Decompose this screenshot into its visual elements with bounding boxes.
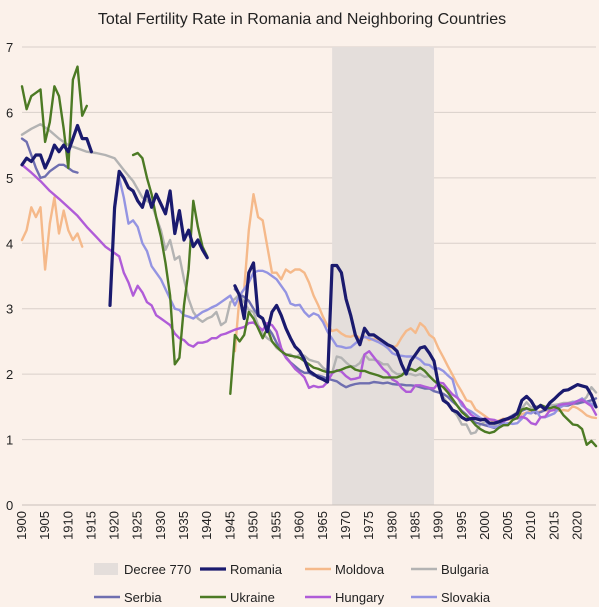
x-tick-label-1955: 1955 [269, 511, 284, 540]
x-tick-label-2020: 2020 [569, 511, 584, 540]
series-line-romania-segment-1 [20, 123, 93, 170]
y-tick-label-1: 1 [6, 433, 13, 448]
y-tick-label-5: 5 [6, 171, 13, 186]
legend-label-hungary: Hungary [335, 590, 385, 605]
x-tick-label-1935: 1935 [176, 511, 191, 540]
plot-area: 0 1 2 3 4 5 6 7 1900 1905 1910 1915 1920 1925 1930 1935… [6, 40, 598, 540]
x-tick-label-1900: 1900 [14, 511, 29, 540]
y-tick-label-6: 6 [6, 105, 13, 120]
series-line-moldova-segment-1 [20, 196, 84, 271]
x-tick-label-1990: 1990 [431, 511, 446, 540]
legend-label-bulgaria: Bulgaria [441, 562, 489, 577]
series-line-ukraine-segment-2 [131, 151, 209, 366]
x-tick-label-1970: 1970 [338, 511, 353, 540]
x-tick-label-1960: 1960 [292, 511, 307, 540]
x-tick-label-2010: 2010 [523, 511, 538, 540]
x-tick-label-1995: 1995 [454, 511, 469, 540]
legend-swatch-decree-770 [94, 563, 118, 575]
legend-label-moldova: Moldova [335, 562, 385, 577]
y-tick-label-3: 3 [6, 302, 13, 317]
x-tick-label-1945: 1945 [222, 511, 237, 540]
series-slovakia [113, 176, 598, 429]
series-line-ukraine-segment-1 [20, 65, 88, 170]
x-tick-label-1925: 1925 [130, 511, 145, 540]
series-line-hungary-segment-1 [20, 163, 598, 426]
x-tick-label-2015: 2015 [546, 511, 561, 540]
x-tick-label-2005: 2005 [500, 511, 515, 540]
legend-label-romania: Romania [230, 562, 283, 577]
series-line-romania-segment-3 [233, 261, 598, 425]
x-tick-label-1920: 1920 [107, 511, 122, 540]
series-line-slovakia-segment-1 [113, 176, 598, 429]
y-tick-label-7: 7 [6, 40, 13, 55]
series-romania [20, 123, 598, 425]
legend: Decree 770 Romania Moldova Bulgaria Serbia Uk… [94, 562, 491, 605]
chart-title: Total Fertility Rate in Romania and Neig… [98, 11, 506, 28]
shaded-region-decree-770 [332, 47, 434, 505]
x-tick-label-1915: 1915 [83, 511, 98, 540]
legend-label-serbia: Serbia [124, 590, 162, 605]
legend-label-ukraine: Ukraine [230, 590, 275, 605]
legend-label-slovakia: Slovakia [441, 590, 491, 605]
series-hungary [20, 163, 598, 426]
x-tick-label-1985: 1985 [407, 511, 422, 540]
y-tick-label-4: 4 [6, 236, 13, 251]
y-tick-label-2: 2 [6, 367, 13, 382]
legend-label-decree-770: Decree 770 [124, 562, 191, 577]
y-tick-label-0: 0 [6, 498, 13, 513]
series-line-romania-segment-2 [108, 169, 209, 307]
x-tick-label-1980: 1980 [384, 511, 399, 540]
x-tick-label-1930: 1930 [153, 511, 168, 540]
x-tick-label-2000: 2000 [477, 511, 492, 540]
x-tick-label-1975: 1975 [361, 511, 376, 540]
x-tick-label-1940: 1940 [199, 511, 214, 540]
x-tick-label-1965: 1965 [315, 511, 330, 540]
x-tick-label-1950: 1950 [245, 511, 260, 540]
x-tick-label-1905: 1905 [37, 511, 52, 540]
series-ukraine [20, 65, 598, 448]
x-tick-label-1910: 1910 [60, 511, 75, 540]
